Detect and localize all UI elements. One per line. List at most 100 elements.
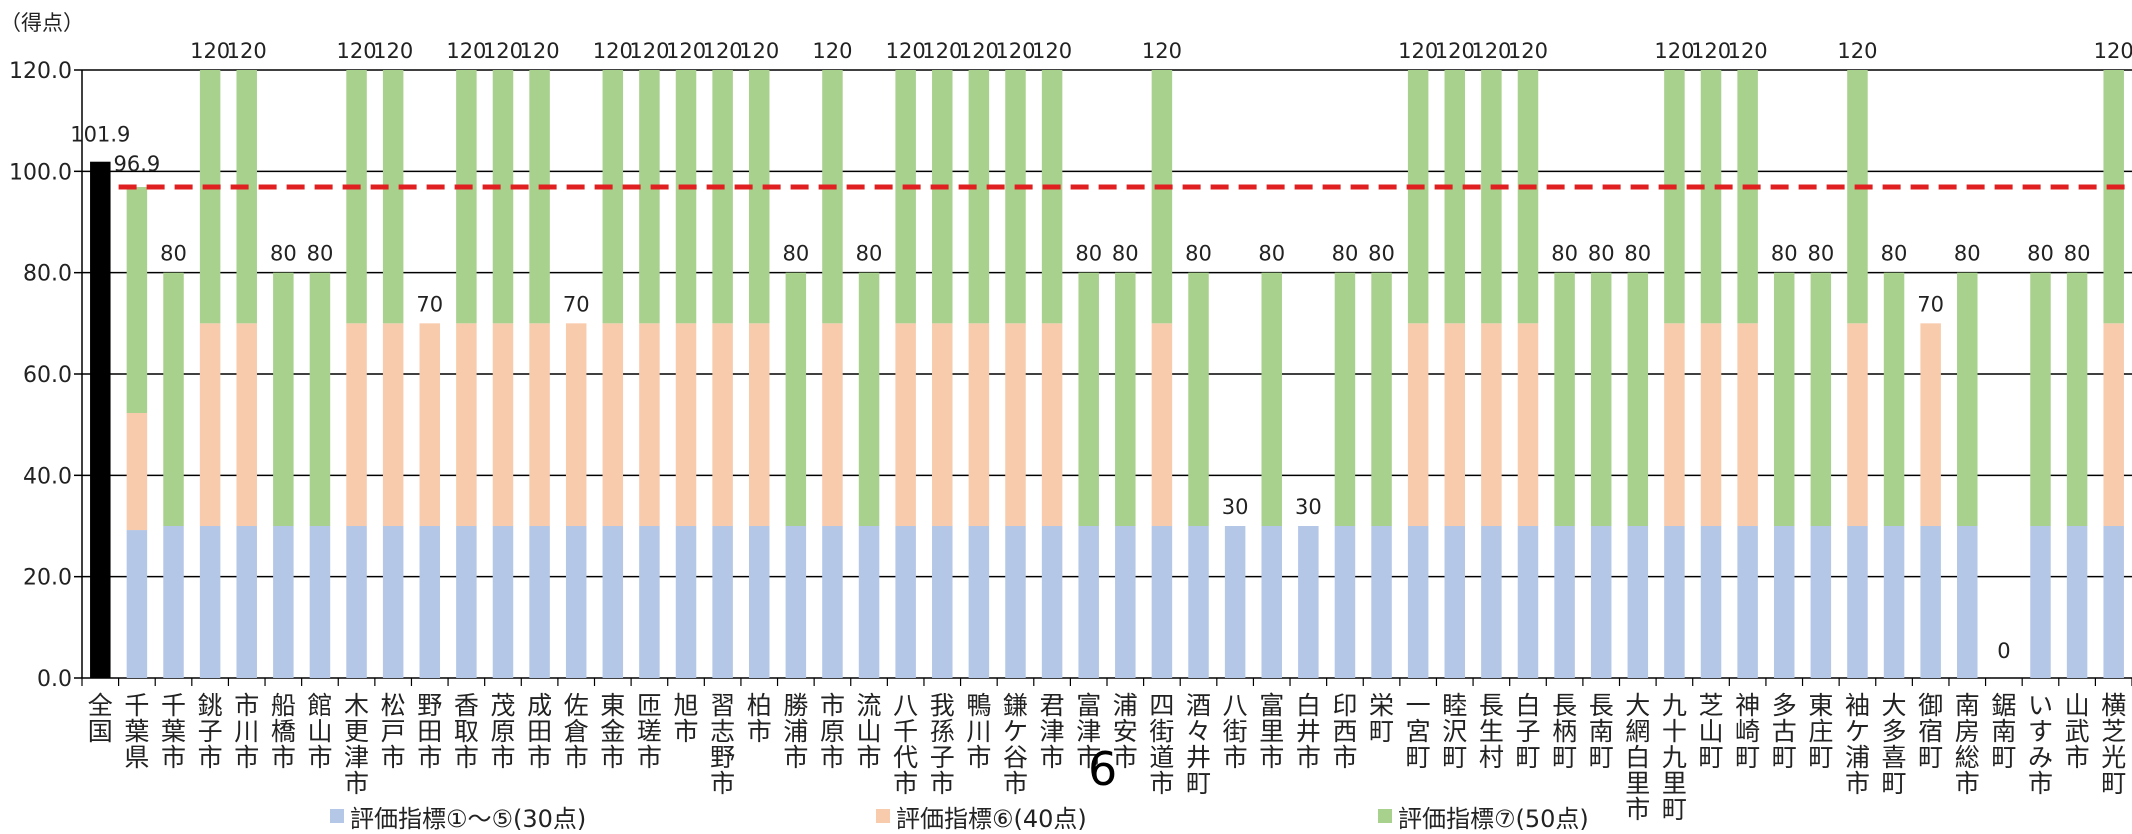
bar-segment-series-3 — [163, 272, 184, 526]
data-label: 80 — [1624, 242, 1651, 266]
x-tick-label: 井 — [1296, 717, 1321, 746]
x-tick-label: 田 — [527, 717, 552, 746]
bar-segment-series-1 — [748, 526, 770, 678]
bar-segment-series-1 — [1590, 526, 1612, 678]
data-label: 96.9 — [114, 152, 161, 176]
x-tick-label: 市 — [1845, 769, 1870, 798]
bar-segment-series-1 — [1920, 526, 1941, 678]
x-tick-label: 村 — [1479, 743, 1504, 772]
x-tick-label: 古 — [1772, 717, 1797, 746]
data-label: 120 — [1691, 39, 1731, 63]
x-tick-label: 志 — [710, 717, 735, 746]
x-tick-label: 南 — [1589, 717, 1614, 746]
data-label: 120 — [629, 39, 669, 63]
x-tick-label: 里 — [1625, 769, 1650, 798]
data-label: 120 — [995, 39, 1035, 63]
x-tick-label: 市 — [1003, 769, 1028, 798]
data-label: 80 — [1075, 242, 1102, 266]
x-tick-label: 宿 — [1918, 717, 1943, 746]
legend-item-indicator-7: 評価指標⑦(50点) — [1378, 800, 1589, 833]
x-tick-label: 市 — [307, 743, 332, 772]
x-tick-label: 鋸 — [1991, 691, 2016, 720]
bar-segment-series-3 — [1737, 70, 1758, 324]
data-label: 120 — [1435, 39, 1475, 63]
x-tick-label: 市 — [1625, 795, 1650, 824]
x-tick-label: 鎌 — [1003, 691, 1028, 720]
legend-item-indicator-1-5: 評価指標①～⑤(30点) — [330, 800, 586, 833]
data-label: 120 — [739, 39, 779, 63]
x-tick-label: 茂 — [490, 691, 515, 720]
x-tick-label: 市 — [161, 743, 186, 772]
data-label: 80 — [782, 242, 809, 266]
bar-segment-series-2 — [492, 323, 514, 526]
x-tick-label: 佐 — [564, 691, 589, 720]
data-label: 80 — [307, 242, 334, 266]
x-tick-label: 山 — [307, 717, 332, 746]
bar-segment-series-1 — [2030, 526, 2051, 678]
x-tick-label: 戸 — [381, 717, 406, 746]
data-label: 120 — [666, 39, 706, 63]
x-tick-label: 安 — [1113, 717, 1138, 746]
bar-segment-series-1 — [1444, 526, 1466, 678]
x-tick-label: 孫 — [930, 717, 955, 746]
x-tick-label: 全 — [88, 691, 113, 720]
bar-segment-series-1 — [1883, 526, 1905, 678]
x-tick-label: 横 — [2101, 691, 2126, 720]
x-tick-label: 市 — [234, 743, 259, 772]
bar-segment-series-2 — [236, 323, 257, 526]
bar-segment-series-1 — [858, 526, 880, 678]
bar-segment-series-1 — [1334, 526, 1356, 678]
bar-segment-series-1 — [346, 526, 367, 678]
x-tick-label: 町 — [1991, 743, 2016, 772]
data-label: 80 — [1807, 242, 1834, 266]
data-label: 80 — [2027, 242, 2054, 266]
x-tick-label: 市 — [893, 769, 918, 798]
x-tick-label: 白 — [1625, 743, 1650, 772]
x-tick-label: 九 — [1662, 743, 1687, 772]
bar-segment-series-2 — [565, 323, 587, 526]
bar-segment-series-1 — [1298, 526, 1319, 678]
bar-segment-series-3 — [126, 187, 148, 414]
x-tick-label: 匝 — [637, 691, 662, 720]
data-label: 80 — [856, 242, 883, 266]
bar-segment-series-1 — [639, 526, 660, 678]
bar-segment-series-2 — [1481, 323, 1502, 526]
bar-segment-series-3 — [932, 70, 953, 324]
data-label: 70 — [1917, 292, 1944, 316]
x-tick-label: 瑳 — [637, 717, 662, 746]
bar-segment-series-3 — [1883, 272, 1905, 526]
bar-segment-series-3 — [858, 272, 880, 526]
bar-segment-series-3 — [1005, 70, 1026, 324]
y-axis-unit: （得点） — [0, 11, 84, 35]
x-tick-label: 山 — [1699, 717, 1724, 746]
bar-segment-series-2 — [346, 323, 367, 526]
bar-segment-series-3 — [968, 70, 990, 324]
x-tick-label: 栄 — [1369, 691, 1394, 720]
bar-segment-series-3 — [748, 70, 770, 324]
bar-segment-series-2 — [602, 323, 624, 526]
bar-segment-series-3 — [199, 70, 221, 324]
bar-segment-series-1 — [273, 526, 294, 678]
data-label: 101.9 — [70, 123, 130, 147]
x-tick-label: 市 — [820, 743, 845, 772]
x-tick-label: 町 — [1772, 743, 1797, 772]
data-label: 120 — [1508, 39, 1548, 63]
bar-segment-series-2 — [1517, 323, 1539, 526]
x-tick-label: 南 — [1955, 691, 1980, 720]
x-tick-label: 大 — [1882, 691, 1907, 720]
x-tick-label: 神 — [1735, 691, 1760, 720]
x-tick-label: 倉 — [564, 717, 589, 746]
x-tick-label: 県 — [124, 743, 149, 772]
bar-segment-series-2 — [456, 323, 477, 526]
x-tick-label: 四 — [1149, 691, 1174, 720]
x-tick-label: 一 — [1406, 691, 1431, 720]
bar-segment-series-2 — [822, 323, 843, 526]
bar-segment-series-1 — [1371, 526, 1392, 678]
bar-segment-series-2 — [1664, 323, 1685, 526]
x-tick-label: 勝 — [783, 691, 808, 720]
bar-segment-series-1 — [419, 526, 441, 678]
bar-segment-series-1 — [675, 526, 697, 678]
data-label: 80 — [1332, 242, 1359, 266]
bar-segment-series-3 — [236, 70, 257, 324]
